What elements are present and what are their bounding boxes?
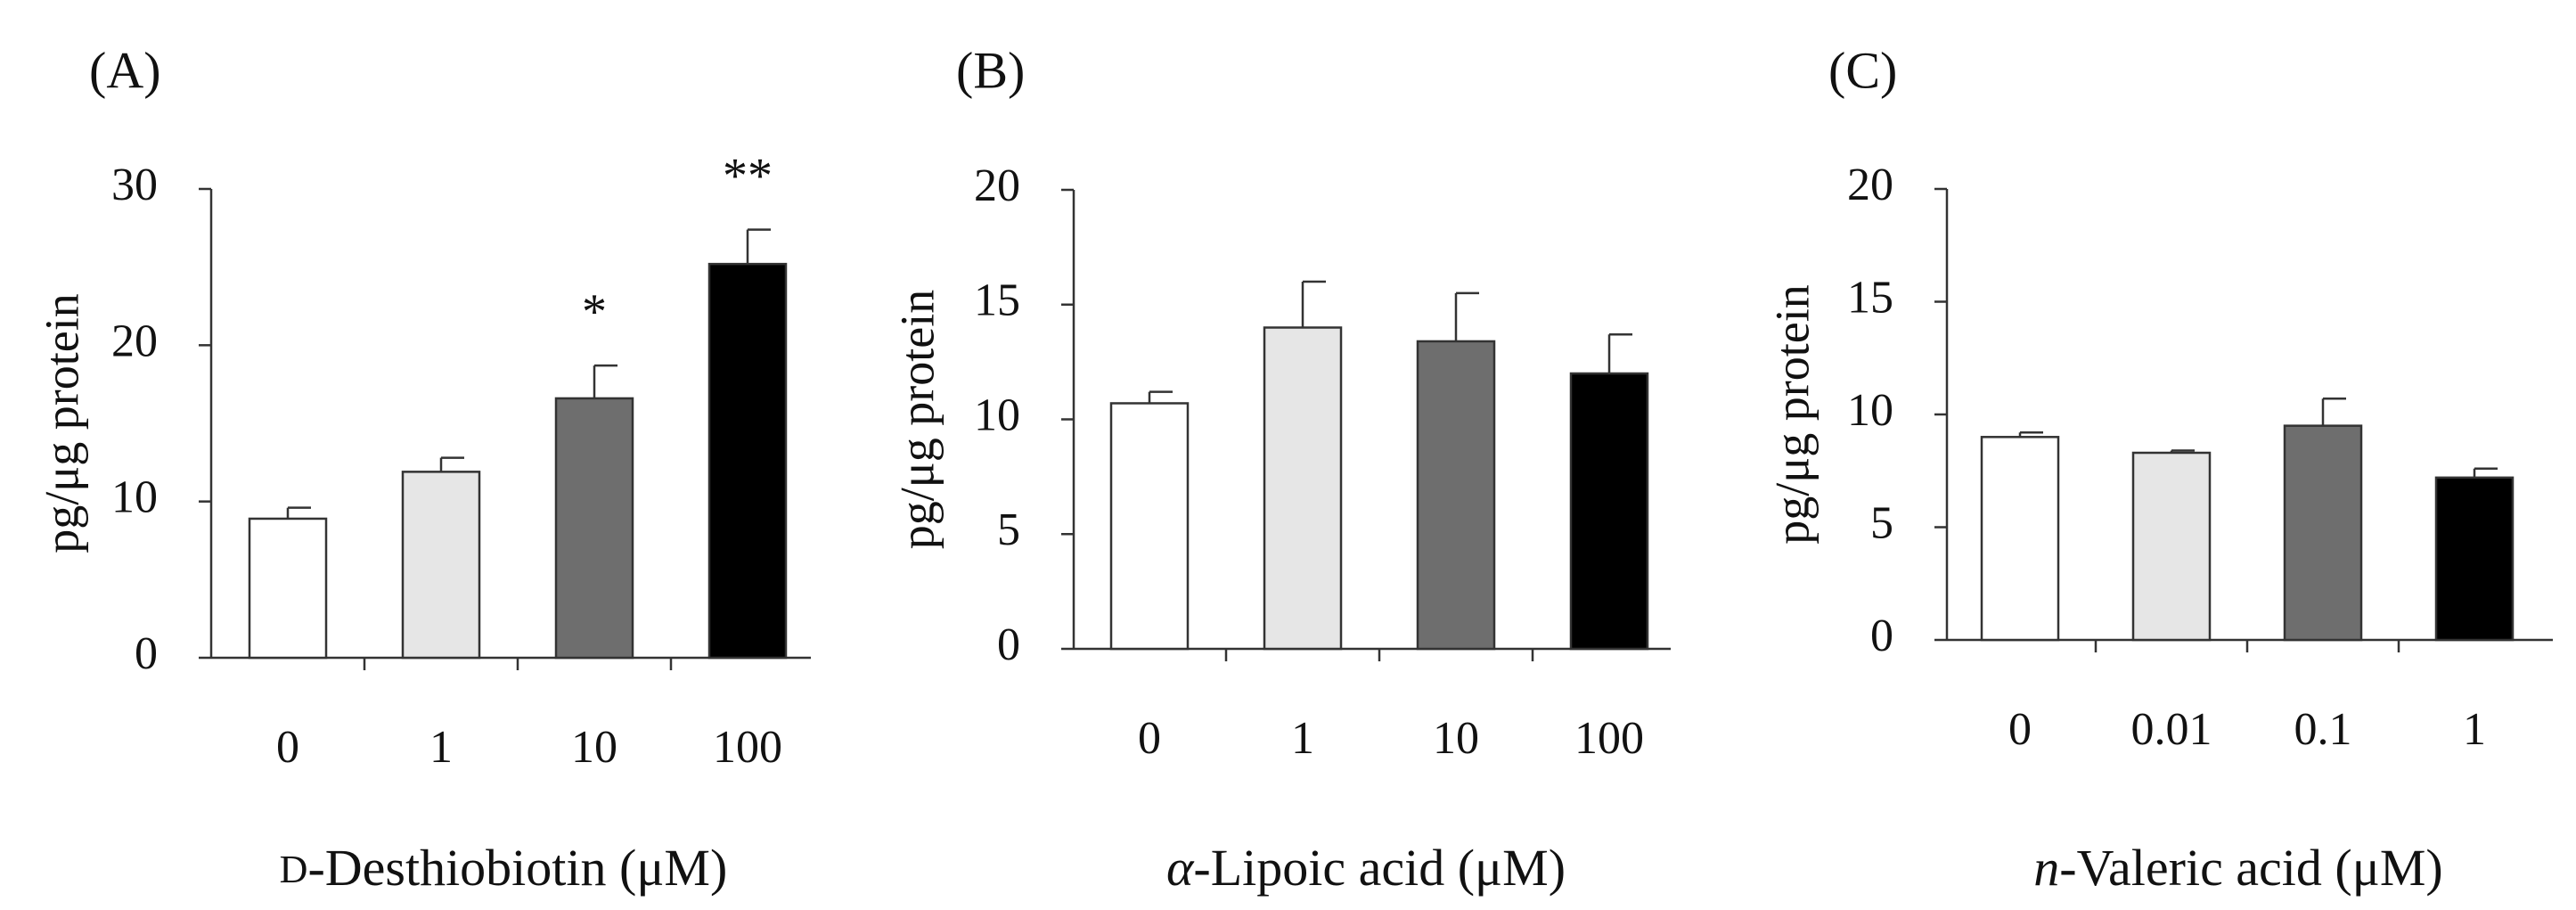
bar-100 xyxy=(1569,372,1649,651)
y-tick-label: 0 xyxy=(997,619,1020,670)
y-axis-label: pg/μg protein xyxy=(890,290,944,549)
bar-0.1 xyxy=(2283,424,2363,642)
panel-label: (C) xyxy=(1828,41,1897,99)
y-tick-label: 5 xyxy=(997,504,1020,555)
x-tick-label: 10 xyxy=(571,722,617,773)
bar-1 xyxy=(401,471,481,660)
panel-c: (C) 0 5 10 15 20 0 0.01 0.1 1 pg/μg protein n-Valer… xyxy=(1765,41,2553,897)
y-tick-label: 10 xyxy=(974,389,1020,440)
significance-marker: * xyxy=(582,284,607,340)
y-tick-label: 10 xyxy=(1847,385,1893,436)
y-tick-label: 15 xyxy=(1847,272,1893,323)
y-tick-label: 10 xyxy=(111,472,158,523)
x-tick-label: 10 xyxy=(1433,713,1479,764)
bar-10 xyxy=(1416,340,1496,651)
panel-a: (A) 0 10 20 30 0 1 * 10 ** 100 pg/μg protein D-Desth… xyxy=(35,41,811,897)
panel-label: (A) xyxy=(89,41,161,99)
x-tick-label: 0 xyxy=(276,722,299,773)
y-tick-label: 20 xyxy=(111,316,158,366)
bar-0 xyxy=(1109,402,1190,651)
panel-label: (B) xyxy=(956,41,1025,99)
bar-100 xyxy=(707,262,788,660)
y-tick-label: 15 xyxy=(974,275,1020,326)
y-axis-label: pg/μg protein xyxy=(1765,284,1819,544)
y-tick-label: 20 xyxy=(1847,160,1893,210)
x-tick-label: 0.01 xyxy=(2131,704,2212,755)
y-tick-label: 20 xyxy=(974,160,1020,211)
x-axis-label: α-Lipoic acid (μM) xyxy=(1166,839,1566,897)
x-tick-label: 0 xyxy=(1138,713,1161,764)
x-tick-label: 100 xyxy=(713,722,782,773)
bar-0.01 xyxy=(2131,451,2212,642)
x-tick-label: 1 xyxy=(429,722,453,773)
bar-1 xyxy=(2434,476,2515,642)
x-tick-label: 0.1 xyxy=(2294,704,2352,755)
bar-0 xyxy=(248,517,328,660)
x-tick-label: 1 xyxy=(1291,713,1314,764)
y-tick-label: 0 xyxy=(135,628,158,679)
bar-10 xyxy=(554,397,634,660)
panel-b: (B) 0 5 10 15 20 0 1 10 100 pg/μg protein α-Lipoic … xyxy=(890,41,1671,897)
significance-marker: ** xyxy=(723,148,773,203)
bar-0 xyxy=(1980,436,2060,642)
y-axis-label: pg/μg protein xyxy=(35,293,88,553)
bar-1 xyxy=(1263,326,1343,651)
x-axis-label: n-Valeric acid (μM) xyxy=(2033,839,2442,897)
x-tick-label: 0 xyxy=(2008,704,2032,755)
y-tick-label: 0 xyxy=(1870,611,1893,661)
x-tick-label: 1 xyxy=(2463,704,2486,755)
y-tick-label: 30 xyxy=(111,160,158,210)
y-tick-label: 5 xyxy=(1870,497,1893,548)
x-axis-label: D-Desthiobiotin (μM) xyxy=(280,839,728,897)
x-tick-label: 100 xyxy=(1574,713,1644,764)
